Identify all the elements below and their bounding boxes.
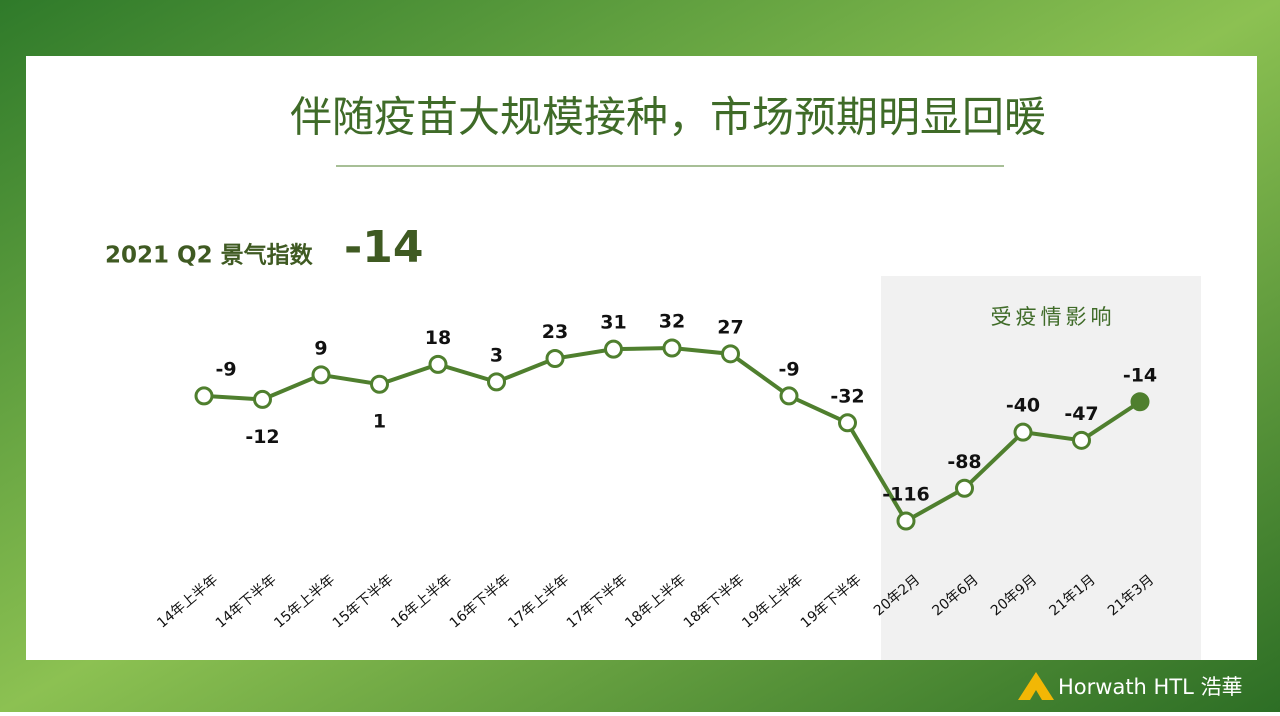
value-label: 18 [425,327,451,349]
point [1013,422,1033,442]
value-label: -12 [245,426,279,448]
value-label: 31 [600,312,626,334]
logo: Horwath HTL 浩華 [1058,675,1243,699]
point [428,354,448,374]
point [253,389,272,409]
point [955,478,974,498]
value-label: 27 [717,316,743,338]
point [1072,430,1091,450]
value-label: 1 [373,411,386,433]
value-label: 3 [490,344,503,366]
point [779,386,799,406]
value-label: 9 [314,337,327,359]
value-label: -116 [882,484,930,506]
value-label: -32 [830,385,864,407]
value-label: -47 [1064,403,1098,425]
shaded-region [881,276,1201,660]
point [311,365,331,385]
point [662,338,682,358]
point [721,344,740,364]
point [604,339,623,359]
point [838,413,857,433]
headline-value: -14 [344,222,424,273]
logo-icon [1018,672,1054,700]
title: 伴随疫苗大规模接种，市场预期明显回暖 [290,93,1046,142]
value-label: -9 [215,358,236,380]
point [1130,392,1150,412]
value-label: -14 [1123,364,1157,386]
point [370,374,389,394]
point [545,349,565,369]
value-label: -9 [778,358,799,380]
point [194,386,214,406]
value-label: -40 [1006,395,1040,417]
value-label: 23 [542,321,568,343]
headline-label: 2021 Q2 景气指数 [105,242,314,269]
point [896,511,916,531]
value-label: -88 [947,451,981,473]
point [487,372,506,392]
value-label: 32 [659,311,685,333]
chart: 受疫情影响-914年上半年-1214年下半年915年上半年115年下半年1816… [154,276,1201,660]
region-label: 受疫情影响 [991,305,1116,329]
